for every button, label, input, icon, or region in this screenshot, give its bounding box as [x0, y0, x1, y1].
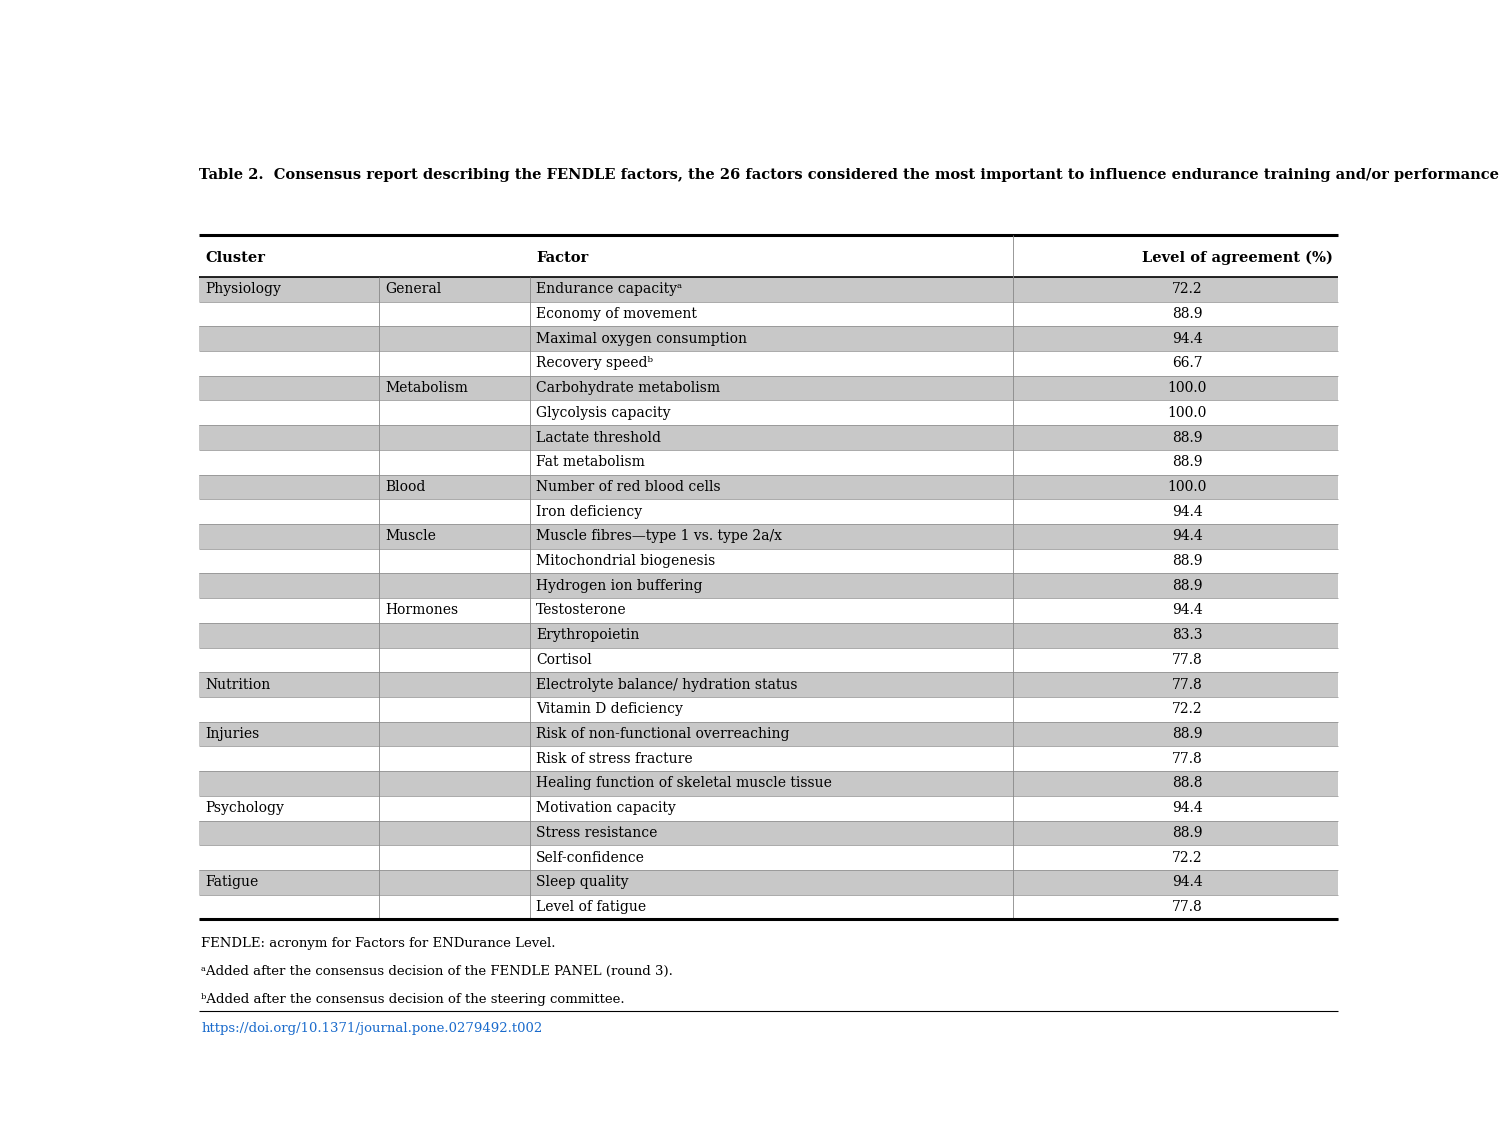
Bar — [200, 623, 1338, 647]
Bar — [200, 846, 1338, 870]
Text: Lactate threshold: Lactate threshold — [537, 431, 662, 445]
Text: 88.9: 88.9 — [1172, 579, 1203, 592]
Text: 77.8: 77.8 — [1172, 677, 1203, 692]
Text: 77.8: 77.8 — [1172, 653, 1203, 667]
Text: Fatigue: Fatigue — [206, 876, 258, 889]
Text: 88.8: 88.8 — [1172, 777, 1203, 791]
Text: Healing function of skeletal muscle tissue: Healing function of skeletal muscle tiss… — [537, 777, 833, 791]
Text: 72.2: 72.2 — [1172, 282, 1203, 297]
Bar — [200, 598, 1338, 623]
Text: 72.2: 72.2 — [1172, 850, 1203, 864]
Text: Risk of stress fracture: Risk of stress fracture — [537, 752, 693, 766]
Text: Glycolysis capacity: Glycolysis capacity — [537, 406, 670, 419]
Text: Motivation capacity: Motivation capacity — [537, 801, 676, 815]
Text: 72.2: 72.2 — [1172, 702, 1203, 716]
Text: Testosterone: Testosterone — [537, 604, 627, 618]
Bar — [200, 697, 1338, 722]
Bar — [200, 240, 1338, 277]
Text: 83.3: 83.3 — [1172, 628, 1203, 642]
Bar — [200, 722, 1338, 746]
Text: 77.8: 77.8 — [1172, 752, 1203, 766]
Text: 100.0: 100.0 — [1167, 480, 1208, 494]
Text: Maximal oxygen consumption: Maximal oxygen consumption — [537, 331, 747, 346]
Text: 77.8: 77.8 — [1172, 900, 1203, 915]
Bar — [200, 425, 1338, 450]
Bar — [200, 327, 1338, 351]
Text: Erythropoietin: Erythropoietin — [537, 628, 639, 642]
Bar — [200, 400, 1338, 425]
Text: 94.4: 94.4 — [1172, 876, 1203, 889]
Text: 100.0: 100.0 — [1167, 382, 1208, 395]
Text: Electrolyte balance/ hydration status: Electrolyte balance/ hydration status — [537, 677, 798, 692]
Text: 94.4: 94.4 — [1172, 604, 1203, 618]
Bar — [200, 301, 1338, 327]
Text: Muscle: Muscle — [386, 529, 436, 543]
Text: Metabolism: Metabolism — [386, 382, 468, 395]
Text: Level of agreement (%): Level of agreement (%) — [1142, 251, 1332, 265]
Bar — [200, 771, 1338, 795]
Text: 88.9: 88.9 — [1172, 455, 1203, 469]
Text: Self-confidence: Self-confidence — [537, 850, 645, 864]
Bar — [200, 870, 1338, 895]
Bar — [200, 895, 1338, 919]
Bar — [200, 524, 1338, 549]
Bar — [200, 795, 1338, 821]
Text: 88.9: 88.9 — [1172, 826, 1203, 840]
Text: FENDLE: acronym for Factors for ENDurance Level.: FENDLE: acronym for Factors for ENDuranc… — [201, 937, 556, 950]
Bar — [200, 474, 1338, 500]
Text: 94.4: 94.4 — [1172, 331, 1203, 346]
Bar — [200, 673, 1338, 697]
Text: Endurance capacityᵃ: Endurance capacityᵃ — [537, 282, 682, 297]
Text: Recovery speedᵇ: Recovery speedᵇ — [537, 356, 654, 370]
Text: Mitochondrial biogenesis: Mitochondrial biogenesis — [537, 554, 716, 568]
Bar — [200, 376, 1338, 400]
Text: General: General — [386, 282, 441, 297]
Text: ᵇAdded after the consensus decision of the steering committee.: ᵇAdded after the consensus decision of t… — [201, 994, 626, 1006]
Text: Physiology: Physiology — [206, 282, 280, 297]
Text: 66.7: 66.7 — [1172, 356, 1203, 370]
Bar — [200, 450, 1338, 474]
Text: Nutrition: Nutrition — [206, 677, 270, 692]
Text: Level of fatigue: Level of fatigue — [537, 900, 646, 915]
Bar — [200, 277, 1338, 301]
Text: 88.9: 88.9 — [1172, 431, 1203, 445]
Text: https://doi.org/10.1371/journal.pone.0279492.t002: https://doi.org/10.1371/journal.pone.027… — [201, 1022, 543, 1035]
Text: Table 2.  Consensus report describing the FENDLE factors, the 26 factors conside: Table 2. Consensus report describing the… — [200, 168, 1500, 182]
Text: Vitamin D deficiency: Vitamin D deficiency — [537, 702, 682, 716]
Text: Stress resistance: Stress resistance — [537, 826, 657, 840]
Text: 88.9: 88.9 — [1172, 727, 1203, 741]
Text: 94.4: 94.4 — [1172, 504, 1203, 519]
Text: Blood: Blood — [386, 480, 426, 494]
Bar — [200, 573, 1338, 598]
Text: 88.9: 88.9 — [1172, 554, 1203, 568]
Text: ᵃAdded after the consensus decision of the FENDLE PANEL (round 3).: ᵃAdded after the consensus decision of t… — [201, 965, 674, 979]
Text: Iron deficiency: Iron deficiency — [537, 504, 642, 519]
Text: Sleep quality: Sleep quality — [537, 876, 628, 889]
Bar — [200, 500, 1338, 524]
Text: Hydrogen ion buffering: Hydrogen ion buffering — [537, 579, 702, 592]
Text: Risk of non-functional overreaching: Risk of non-functional overreaching — [537, 727, 789, 741]
Text: 100.0: 100.0 — [1167, 406, 1208, 419]
Text: 88.9: 88.9 — [1172, 307, 1203, 321]
Bar — [200, 647, 1338, 673]
Bar — [200, 821, 1338, 846]
Text: Cortisol: Cortisol — [537, 653, 592, 667]
Text: Psychology: Psychology — [206, 801, 284, 815]
Text: Carbohydrate metabolism: Carbohydrate metabolism — [537, 382, 720, 395]
Bar — [200, 351, 1338, 376]
Text: Economy of movement: Economy of movement — [537, 307, 698, 321]
Text: Factor: Factor — [537, 251, 588, 265]
Bar — [200, 549, 1338, 573]
Text: Number of red blood cells: Number of red blood cells — [537, 480, 722, 494]
Text: Fat metabolism: Fat metabolism — [537, 455, 645, 469]
Text: 94.4: 94.4 — [1172, 801, 1203, 815]
Text: Injuries: Injuries — [206, 727, 260, 741]
Text: Hormones: Hormones — [386, 604, 459, 618]
Text: Muscle fibres—type 1 vs. type 2a/x: Muscle fibres—type 1 vs. type 2a/x — [537, 529, 783, 543]
Text: Cluster: Cluster — [206, 251, 266, 265]
Bar — [200, 746, 1338, 771]
Text: 94.4: 94.4 — [1172, 529, 1203, 543]
